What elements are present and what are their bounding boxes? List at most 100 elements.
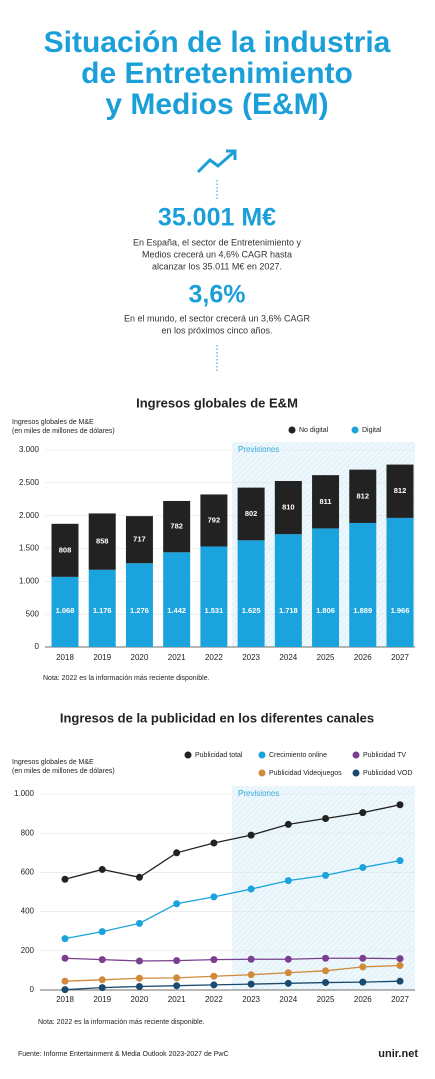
y-tick-label: 400 [21,907,35,916]
value-label: 1.889 [353,606,372,615]
line [64,964,401,982]
axis-label: (en miles de millones de dólares) [12,768,115,775]
point [359,809,367,817]
point [284,969,292,977]
x-tick-label: 2019 [93,653,111,662]
point [247,955,255,963]
legend-marker [258,751,266,759]
legend-label: Digital [362,427,382,434]
bar [125,563,153,647]
title: de Entretenimiento [81,57,353,90]
value-label: 1.718 [279,606,298,615]
bar [274,480,302,535]
y-tick-label: 500 [26,609,40,618]
point [61,977,69,985]
stat-value: 35.001 M€ [158,204,276,232]
stat-value: 3,6% [189,281,246,309]
point [135,974,143,982]
x-tick-label: 2019 [93,995,111,1004]
legend-label: Crecimiento online [269,752,327,759]
point [61,875,69,883]
value-label: 1.176 [93,606,112,615]
trend-icon [226,149,237,160]
title: Situación de la industria [44,26,391,59]
chart-title: Ingresos de la publicidad en los diferen… [60,710,374,725]
value-label: 812 [357,491,370,500]
value-label: 858 [96,537,109,546]
point [284,877,292,885]
value-label: 1.068 [56,606,75,615]
trend-icon [196,150,235,174]
legend-marker [258,769,266,777]
point [359,864,367,871]
point [210,839,218,847]
y-tick-label: 200 [21,946,35,955]
stat-text: en los próximos cinco años. [161,325,272,335]
point [135,919,143,927]
bar [125,516,153,564]
value-label: 808 [59,545,72,554]
stat-text: En el mundo, el sector crecerá un 3,6% C… [124,313,311,323]
point [98,865,106,873]
point [247,971,255,979]
point [173,849,181,857]
y-tick-label: 0 [30,985,35,994]
x-tick-label: 2025 [317,653,335,662]
legend-label: Publicidad Videojuegos [269,770,342,777]
y-tick-label: 1.500 [19,544,40,553]
legend-marker [351,426,359,434]
axis-label: Ingresos globales de M&E [12,419,94,426]
point [98,928,106,936]
value-label: 1.806 [316,606,335,615]
y-tick-label: 2.000 [19,511,40,520]
stat-text: En España, el sector de Entretenimiento … [133,237,302,247]
bar [386,517,414,647]
point [396,857,404,865]
bar [349,469,377,523]
value-label: 810 [282,503,295,512]
value-label: 782 [170,522,183,531]
x-tick-label: 2021 [168,995,186,1004]
bar [88,569,116,647]
value-label: 1.531 [204,606,223,615]
x-tick-label: 2027 [391,653,409,662]
title: y Medios (E&M) [105,88,328,121]
line [64,860,401,940]
bar [237,540,265,647]
x-tick-label: 2020 [131,653,149,662]
bar [88,513,116,570]
x-tick-label: 2026 [354,653,372,662]
point [210,956,218,964]
y-tick-label: 0 [35,642,40,651]
y-tick-label: 3.000 [19,445,40,454]
point [61,954,69,962]
x-tick-label: 2020 [131,995,149,1004]
point [396,962,404,969]
x-tick-label: 2027 [391,995,409,1004]
x-tick-label: 2023 [242,995,260,1004]
x-tick-label: 2024 [279,653,297,662]
point [98,956,106,964]
stat-text: Medios crecerá un 4,6% CAGR hasta [142,249,292,259]
point [173,957,181,965]
y-tick-label: 800 [21,828,35,837]
point [173,982,181,990]
bar [237,487,265,541]
bar [386,464,414,518]
bar [200,494,228,547]
point [98,984,106,992]
point [359,954,367,962]
axis-label: Ingresos globales de M&E [12,759,94,766]
bar [163,500,191,553]
point [284,955,292,963]
bar [349,522,377,647]
legend-marker [352,751,360,759]
legend-marker [352,769,360,777]
point [359,978,367,986]
bar [274,534,302,647]
x-tick-label: 2018 [56,995,74,1004]
value-label: 812 [394,486,407,495]
point [98,976,106,984]
point [396,955,404,963]
point [322,871,330,879]
